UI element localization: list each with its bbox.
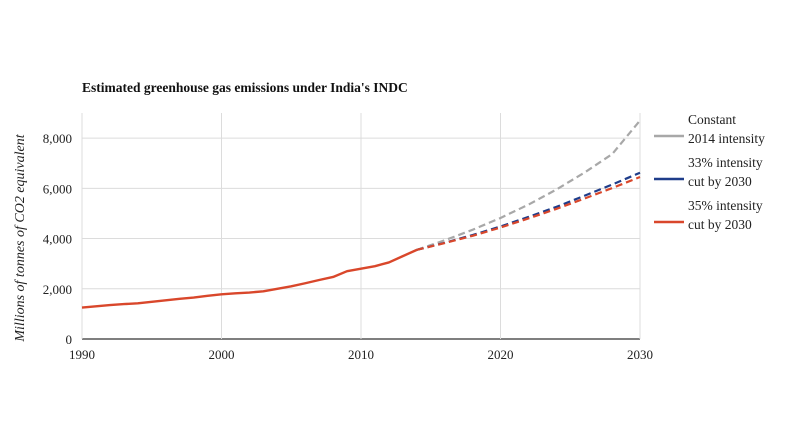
legend-label: cut by 2030 xyxy=(688,174,752,189)
series-line xyxy=(416,119,641,251)
y-tick-label: 4,000 xyxy=(43,232,72,247)
grid-lines xyxy=(81,113,641,340)
legend-label: 35% intensity xyxy=(688,198,763,213)
plot-area xyxy=(81,119,641,309)
x-tick-label: 2000 xyxy=(209,347,235,362)
historical-line xyxy=(81,248,418,309)
legend: Constant 2014 intensity 33% intensity cut b… xyxy=(654,112,765,232)
legend-label: cut by 2030 xyxy=(688,217,752,232)
axes: 0 2,000 4,000 6,000 8,000 1990 2000 2010 2020 203… xyxy=(43,131,653,362)
legend-label: 2014 intensity xyxy=(688,131,765,146)
legend-label: 33% intensity xyxy=(688,155,763,170)
y-tick-label: 6,000 xyxy=(43,181,72,196)
series-line xyxy=(416,176,641,251)
chart-title: Estimated greenhouse gas emissions under… xyxy=(82,80,408,95)
x-tick-label: 2010 xyxy=(348,347,374,362)
y-axis-label: Millions of tonnes of CO2 equivalent xyxy=(13,133,28,342)
y-tick-label: 2,000 xyxy=(43,282,72,297)
legend-label: Constant xyxy=(688,112,736,127)
y-tick-label: 0 xyxy=(66,332,73,347)
x-tick-label: 2020 xyxy=(488,347,514,362)
y-tick-label: 8,000 xyxy=(43,131,72,146)
x-tick-label: 1990 xyxy=(69,347,95,362)
x-tick-label: 2030 xyxy=(627,347,653,362)
